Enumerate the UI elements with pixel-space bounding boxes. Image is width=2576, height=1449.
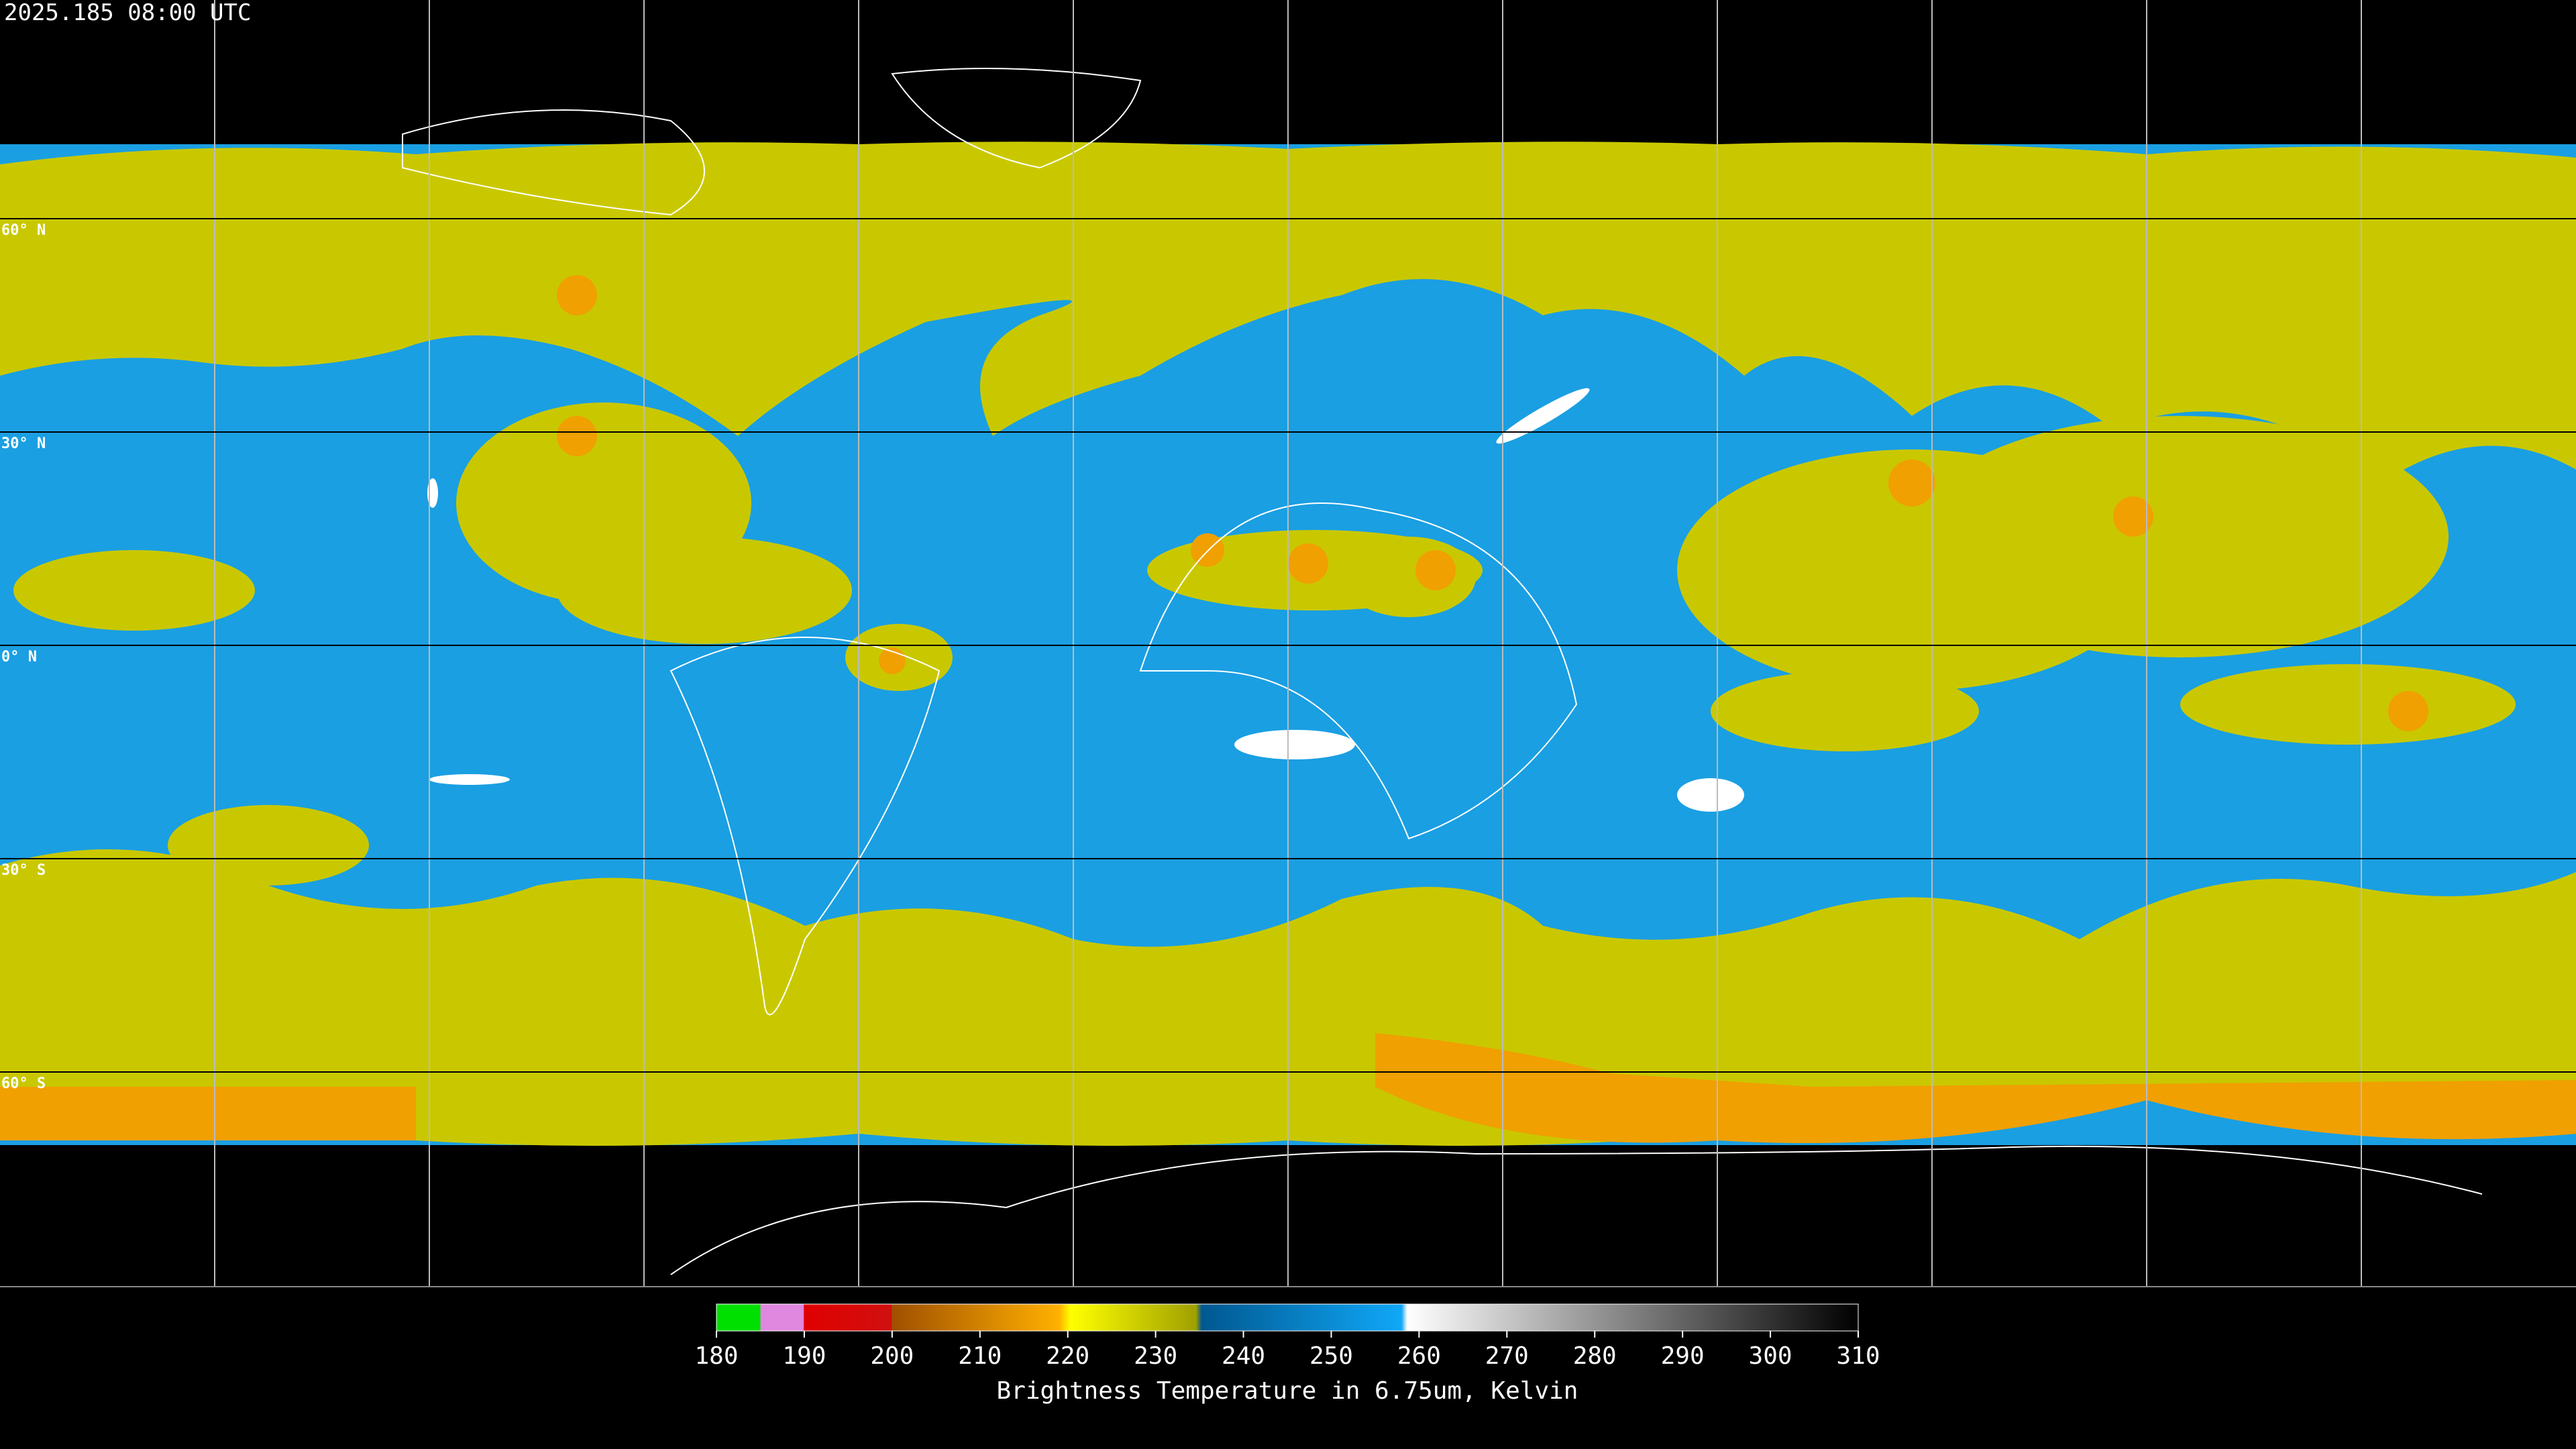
coastline [1139, 502, 1578, 840]
cloud-top [557, 416, 597, 456]
latitude-label: 60° N [1, 222, 46, 239]
colorbar-tick-label: 280 [1573, 1342, 1617, 1370]
coastline [402, 109, 705, 216]
colorbar-tick-label: 240 [1222, 1342, 1265, 1370]
cloud [1342, 537, 1476, 617]
colorbar-tick-label: 300 [1749, 1342, 1792, 1370]
colorbar-tick-label: 200 [870, 1342, 914, 1370]
cloud-top [1288, 543, 1328, 584]
colorbar-tick-label: 290 [1661, 1342, 1705, 1370]
cloud-top [1415, 550, 1456, 590]
colorbar [716, 1303, 1859, 1332]
cloud-top [1888, 460, 1935, 506]
cloud-top [2113, 496, 2153, 537]
warm-dry-spots [427, 388, 1744, 812]
latitude-label: 30° S [1, 862, 46, 879]
cloud [2180, 664, 2516, 745]
cold-cloud-tops [557, 275, 2428, 731]
latitude-label: 60° S [1, 1075, 46, 1092]
dry-spot [1234, 730, 1355, 759]
cloud [1711, 671, 1979, 751]
colorbar-tick-label: 310 [1836, 1342, 1880, 1370]
coastlines [402, 68, 2483, 1275]
colorbar-tick-label: 260 [1397, 1342, 1441, 1370]
latitude-grid [0, 218, 2576, 1073]
dry-spot [1677, 778, 1744, 812]
coastline [891, 68, 1142, 169]
colorbar-tick-label: 180 [694, 1342, 738, 1370]
latitude-label: 30° N [1, 435, 46, 452]
coastline [669, 637, 941, 1016]
dry-spot [429, 774, 510, 785]
cloud [168, 805, 369, 885]
latitude-label: 0° N [1, 649, 37, 665]
colorbar-title: Brightness Temperature in 6.75um, Kelvin [997, 1377, 1578, 1405]
colorbar-tick-label: 220 [1046, 1342, 1089, 1370]
cloud [557, 537, 852, 644]
cloud-top [2388, 691, 2428, 731]
cloud-top [1191, 533, 1224, 567]
cloud-top [557, 275, 597, 315]
colorbar-tick-label: 250 [1309, 1342, 1353, 1370]
cloud [13, 550, 255, 631]
cloud [1912, 416, 2449, 657]
colorbar-tick-label: 270 [1485, 1342, 1529, 1370]
colorbar-tick-label: 230 [1134, 1342, 1177, 1370]
colorbar-tick-label: 210 [958, 1342, 1002, 1370]
timestamp: 2025.185 08:00 UTC [4, 0, 251, 26]
coastline [670, 1145, 2483, 1275]
dry-spot [1496, 388, 1590, 444]
colorbar-tick-label: 190 [782, 1342, 826, 1370]
